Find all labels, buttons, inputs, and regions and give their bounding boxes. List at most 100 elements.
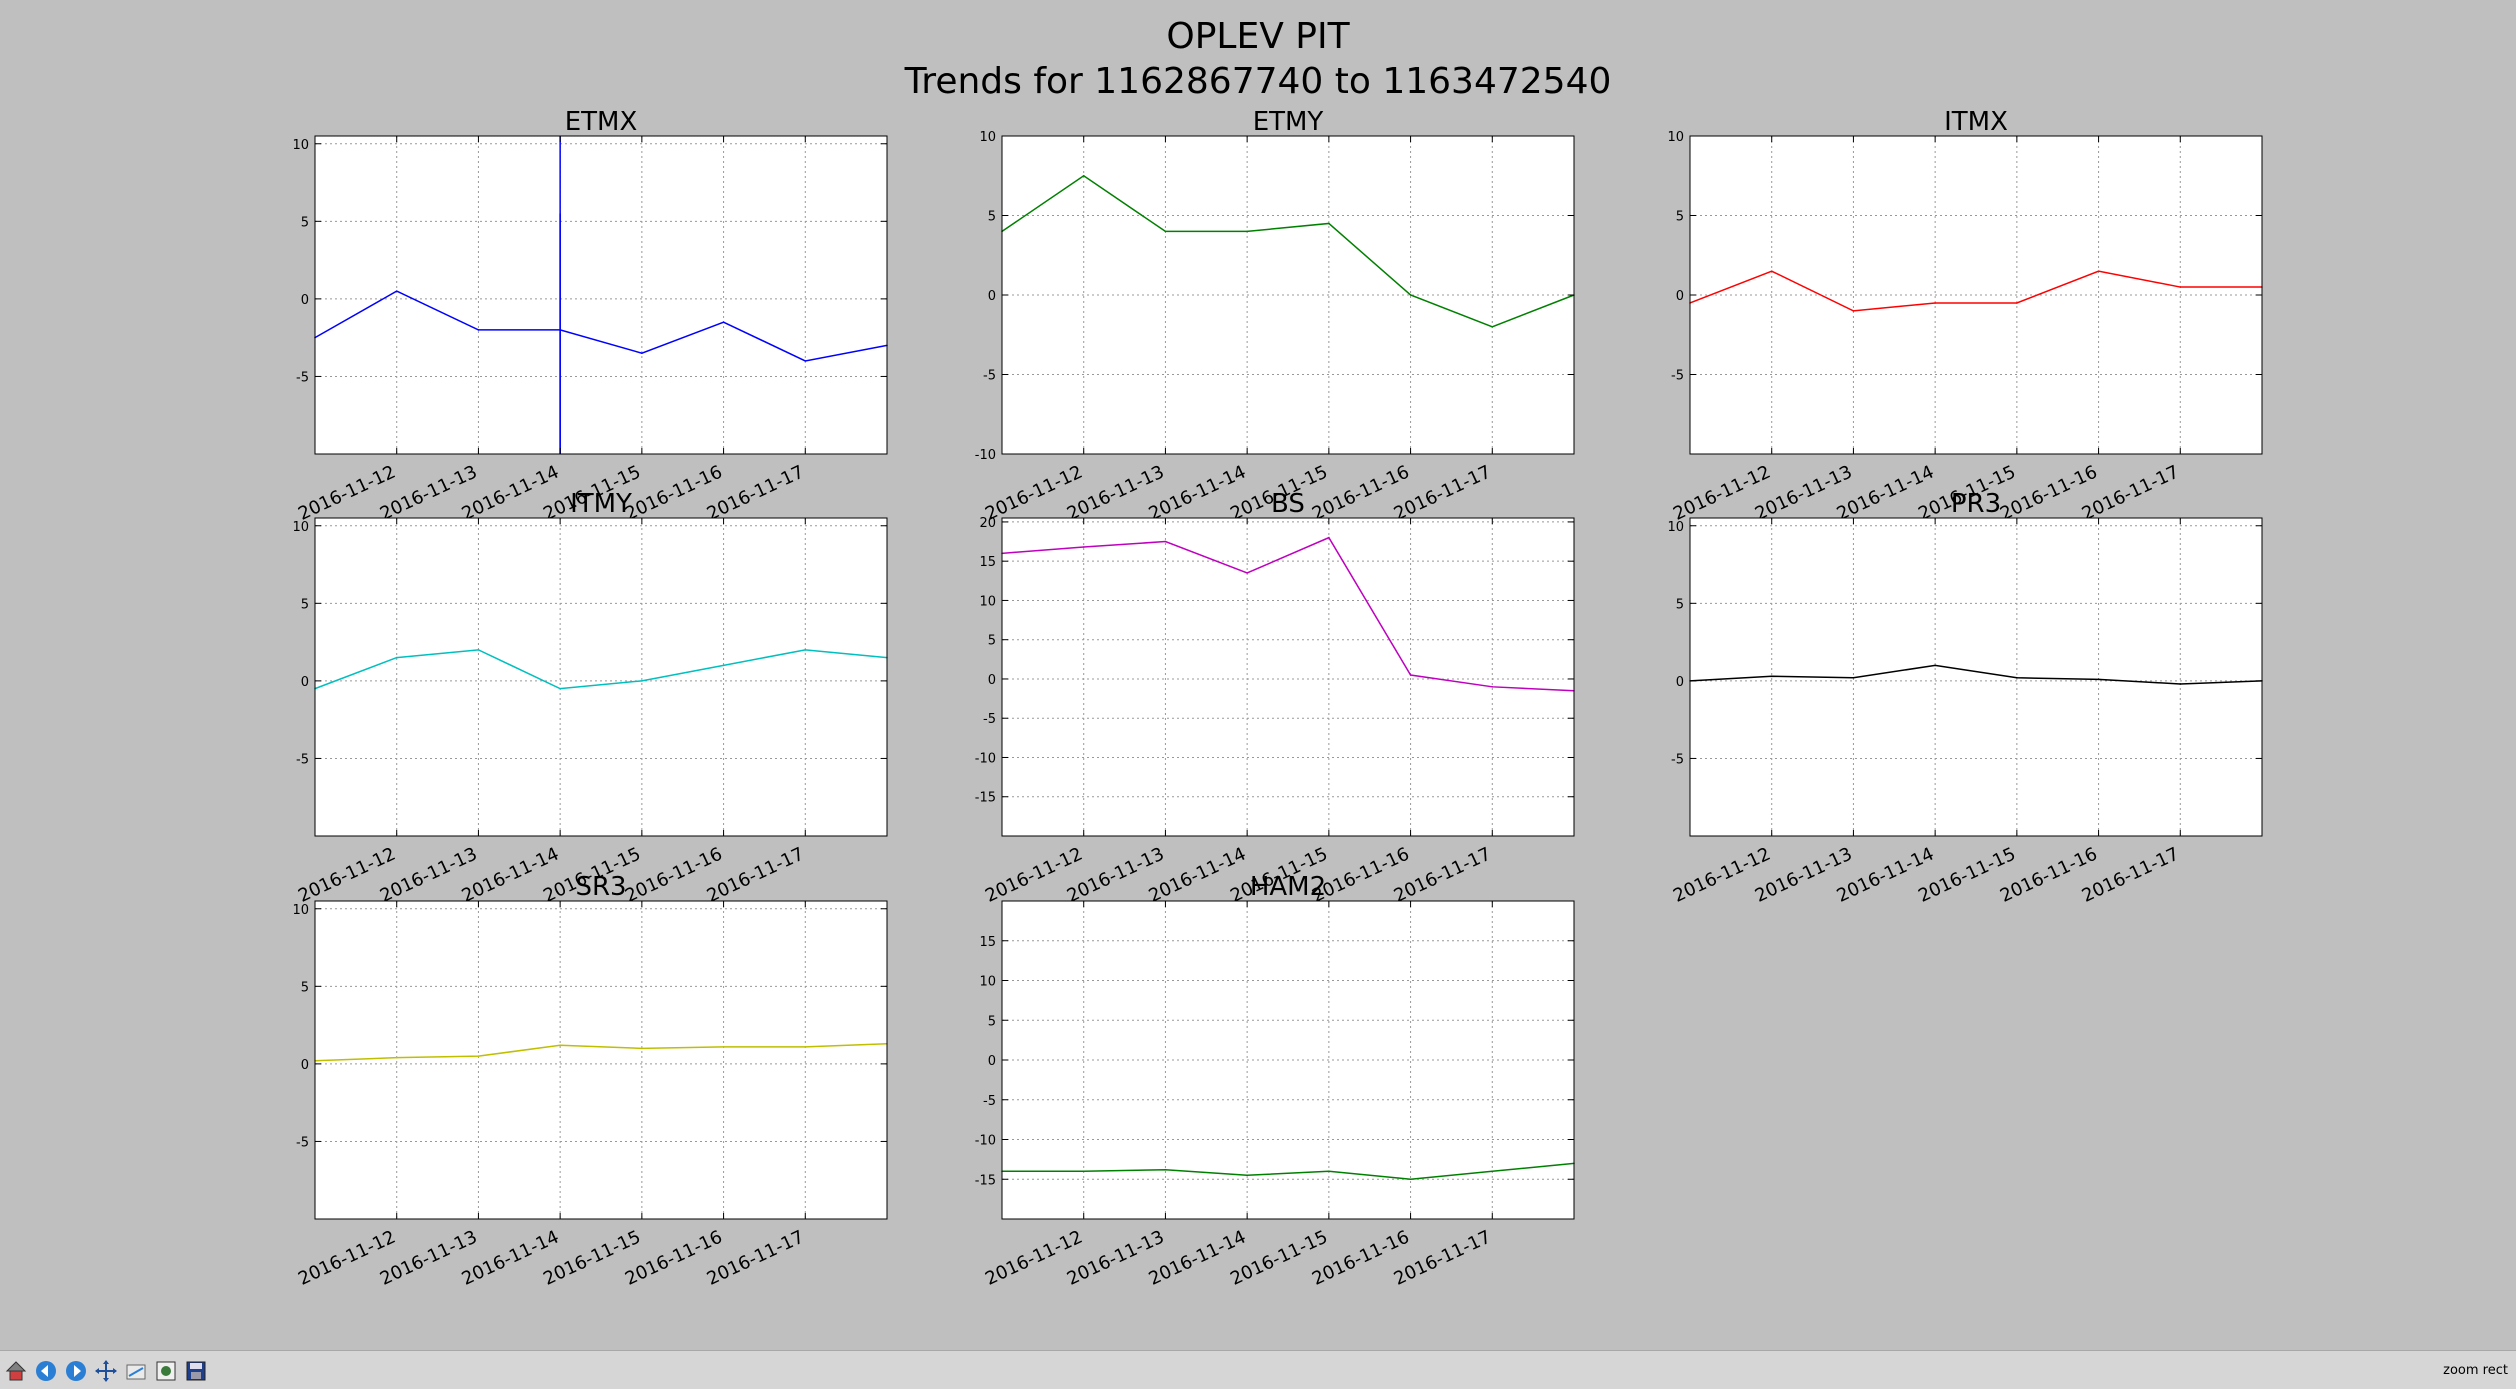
subplot-etmx: 1050-52016-11-122016-11-132016-11-142016… xyxy=(292,107,888,525)
data-point xyxy=(1082,174,1085,177)
subplot-title: SR3 xyxy=(575,872,626,902)
subplot-title: ITMX xyxy=(1944,107,2008,137)
data-point xyxy=(1852,310,1855,312)
data-point xyxy=(1409,294,1412,296)
figure-title: OPLEV PIT Trends for 1162867740 to 11634… xyxy=(0,14,2516,104)
series-line xyxy=(1689,270,2262,312)
y-tick-label: 5 xyxy=(301,597,309,612)
series-line xyxy=(314,1042,888,1062)
home-icon[interactable] xyxy=(4,1359,28,1383)
data-point xyxy=(2097,270,2100,272)
data-point xyxy=(1246,230,1248,233)
save-icon[interactable] xyxy=(184,1359,208,1383)
y-tick-label: 5 xyxy=(988,634,996,649)
y-tick-label: 15 xyxy=(979,555,996,570)
subplots-area: 1050-52016-11-122016-11-132016-11-142016… xyxy=(292,107,2263,1290)
data-point xyxy=(1491,326,1494,328)
forward-icon[interactable] xyxy=(64,1359,88,1383)
y-tick-label: 5 xyxy=(301,215,309,230)
y-tick-label: 10 xyxy=(292,520,309,535)
figure-title-line1: OPLEV PIT xyxy=(1166,16,1350,57)
data-point xyxy=(1082,1170,1085,1173)
y-tick-label: 5 xyxy=(1676,210,1684,225)
y-tick-label: 0 xyxy=(988,673,996,688)
subplot-bs: 20151050-5-10-152016-11-122016-11-132016… xyxy=(975,489,1575,907)
data-point xyxy=(1770,270,1773,272)
data-point xyxy=(477,329,480,331)
data-point xyxy=(1934,302,1936,304)
subplot-etmy: 1050-5-102016-11-122016-11-132016-11-142… xyxy=(975,107,1575,525)
data-point xyxy=(1246,1174,1248,1177)
plot-frame xyxy=(314,135,888,455)
data-point xyxy=(1328,536,1330,539)
subplot-title: ITMY xyxy=(570,489,632,519)
zoom-icon[interactable] xyxy=(124,1359,148,1383)
y-tick-label: -5 xyxy=(1671,369,1684,384)
y-tick-label: 0 xyxy=(988,289,996,304)
plot-frame xyxy=(1001,517,1575,837)
data-point xyxy=(1409,674,1412,676)
data-point xyxy=(1164,230,1167,233)
figure: OPLEV PIT Trends for 1162867740 to 11634… xyxy=(0,14,2516,1290)
y-tick-label: -5 xyxy=(983,1094,996,1109)
data-point xyxy=(1082,546,1085,548)
data-point xyxy=(804,1046,807,1048)
data-point xyxy=(1246,572,1248,574)
data-point xyxy=(1934,664,1936,667)
series-line xyxy=(1689,664,2263,685)
data-point xyxy=(1852,676,1855,679)
plot-frame xyxy=(314,900,888,1220)
y-tick-label: 5 xyxy=(1676,597,1684,612)
y-tick-label: -10 xyxy=(975,751,996,766)
y-tick-label: 5 xyxy=(988,210,996,225)
plot-background xyxy=(1002,518,1574,836)
data-point xyxy=(641,352,643,354)
data-point xyxy=(559,1044,561,1047)
data-point xyxy=(395,656,398,659)
data-point xyxy=(1164,540,1167,543)
data-point xyxy=(2097,678,2100,681)
subplot-pr3: 1050-52016-11-122016-11-132016-11-142016… xyxy=(1667,489,2263,907)
subplot-title: PR3 xyxy=(1951,489,2001,519)
subplot-title: BS xyxy=(1271,489,1305,519)
plot-frame xyxy=(314,517,888,837)
plot-background xyxy=(315,901,887,1219)
pan-icon[interactable] xyxy=(94,1359,118,1383)
plot-background xyxy=(315,518,887,836)
y-tick-label: -15 xyxy=(975,1173,996,1188)
figure-title-line2: Trends for 1162867740 to 1163472540 xyxy=(904,61,1612,102)
data-point xyxy=(722,664,725,667)
plot-background xyxy=(315,136,887,454)
subplot-ham2: 151050-5-10-152016-11-122016-11-132016-1… xyxy=(975,872,1575,1290)
series-line xyxy=(314,290,888,362)
y-tick-label: -5 xyxy=(983,369,996,384)
y-tick-label: 0 xyxy=(1676,289,1684,304)
data-point xyxy=(641,680,643,682)
y-tick-label: 0 xyxy=(1676,675,1684,690)
data-point xyxy=(559,687,561,690)
y-tick-label: 0 xyxy=(301,1058,309,1073)
data-point xyxy=(1491,686,1494,688)
status-text: zoom rect xyxy=(2443,1363,2508,1378)
subplot-itmy: 1050-52016-11-122016-11-132016-11-142016… xyxy=(292,489,888,907)
data-point xyxy=(804,360,807,362)
y-tick-label: 10 xyxy=(979,130,996,145)
subplots-icon[interactable] xyxy=(154,1359,178,1383)
y-tick-label: -5 xyxy=(1671,752,1684,767)
y-tick-label: -10 xyxy=(975,1134,996,1149)
navigation-toolbar: zoom rect xyxy=(0,1350,2516,1389)
y-tick-label: 10 xyxy=(979,594,996,609)
series-line xyxy=(314,649,888,690)
data-point xyxy=(1409,1178,1412,1181)
data-point xyxy=(2016,302,2018,304)
y-tick-label: 10 xyxy=(1667,520,1684,535)
y-tick-label: 10 xyxy=(1667,130,1684,145)
data-point xyxy=(722,321,725,323)
back-icon[interactable] xyxy=(34,1359,58,1383)
series-line xyxy=(1002,1162,1575,1181)
y-tick-label: 20 xyxy=(979,516,996,531)
series-line xyxy=(1001,174,1575,328)
y-tick-label: -5 xyxy=(983,712,996,727)
data-point xyxy=(1491,1170,1494,1173)
y-tick-label: 10 xyxy=(292,138,309,153)
